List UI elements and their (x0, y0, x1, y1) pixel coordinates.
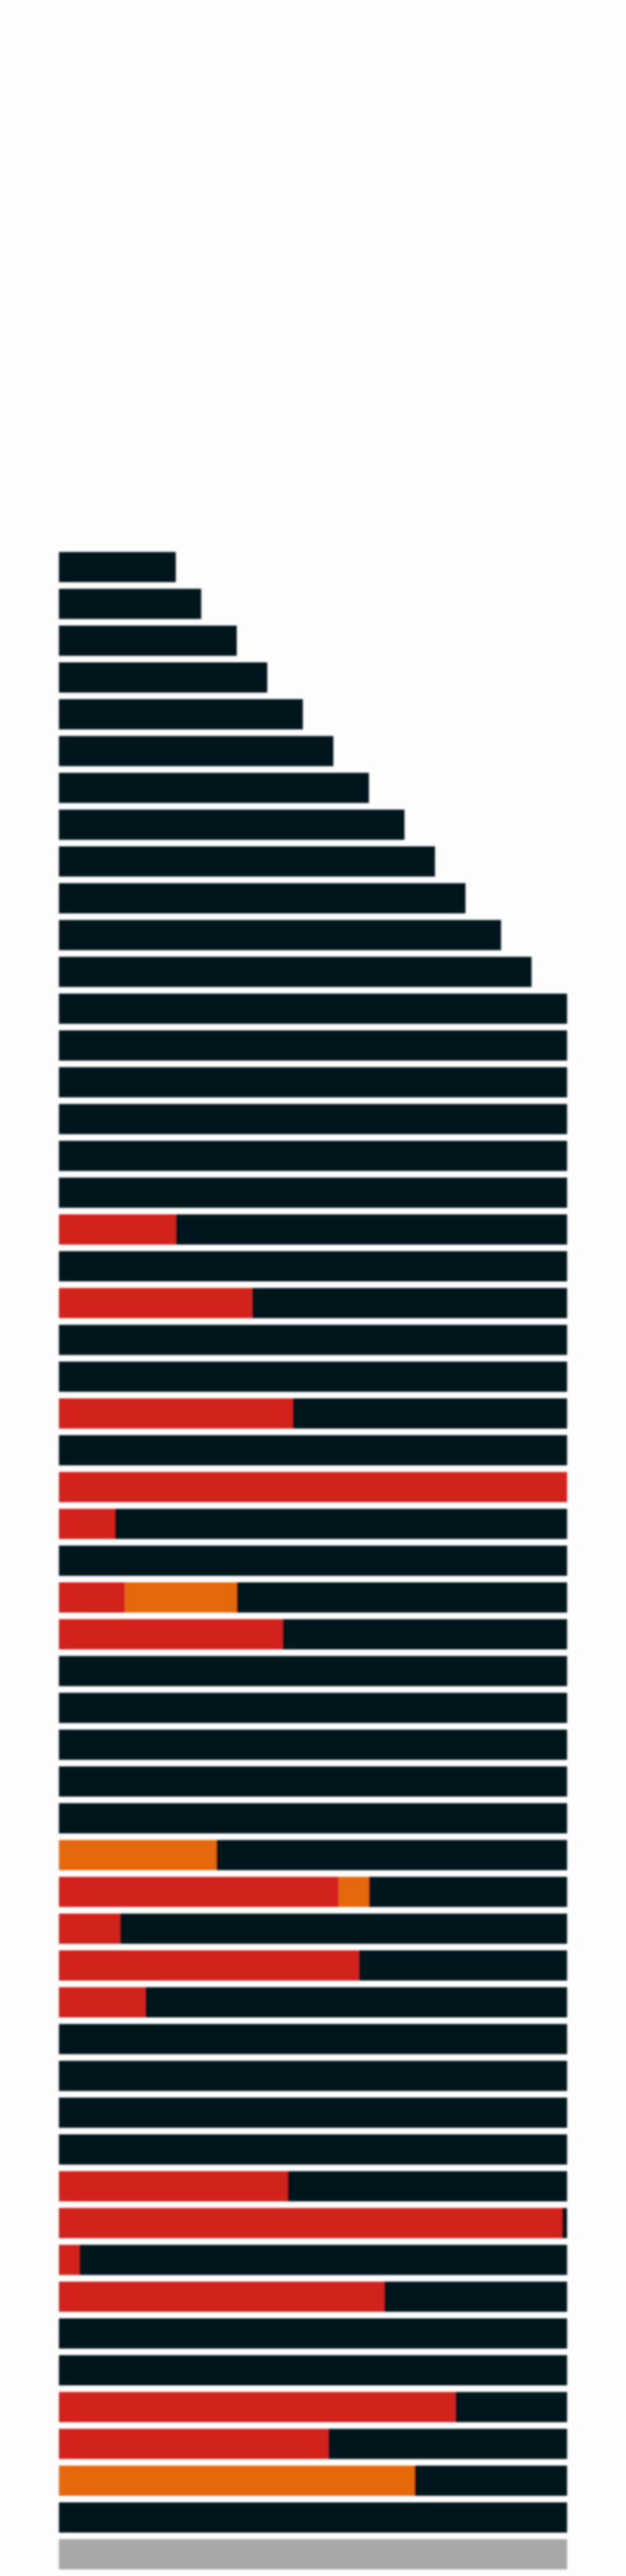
bar-row-9-base-segment (59, 846, 435, 877)
bar-row-44-base-segment (59, 2134, 567, 2165)
bar-row-36-base-segment (216, 1840, 567, 1870)
bar-row-47-red-segment (59, 2245, 80, 2275)
bar-row-7-base-segment (59, 773, 369, 803)
bar-row-42-base-segment (59, 2061, 567, 2091)
bar-row-53-orange-segment (59, 2466, 415, 2496)
bar-row-29-red-segment (59, 1582, 125, 1613)
bar-row-36-orange-segment (59, 1840, 217, 1870)
bar-row-29-orange-segment (124, 1582, 237, 1613)
bar-row-54-base-segment (59, 2502, 567, 2533)
bar-row-33-base-segment (59, 1730, 567, 1760)
bar-row-5-base-segment (59, 699, 303, 729)
bar-row-27-base-segment (114, 1509, 567, 1539)
bar-row-34-base-segment (59, 1766, 567, 1797)
bar-row-43-base-segment (59, 2098, 567, 2128)
bar-row-37-red-segment (59, 1877, 339, 1907)
bar-row-37-base-segment (368, 1877, 567, 1907)
bar-row-22-base-segment (59, 1325, 567, 1355)
bar-row-27-red-segment (59, 1509, 115, 1539)
bar-row-50-base-segment (59, 2355, 567, 2385)
bar-row-12-base-segment (59, 957, 532, 987)
bar-row-30-base-segment (282, 1619, 567, 1649)
bar-row-18-base-segment (59, 1178, 567, 1208)
bar-row-48-red-segment (59, 2282, 384, 2312)
bar-row-19-base-segment (175, 1214, 567, 1245)
bar-row-52-base-segment (328, 2429, 567, 2459)
bar-row-19-red-segment (59, 1214, 176, 1245)
bar-row-11-base-segment (59, 920, 502, 950)
bar-row-53-base-segment (415, 2466, 567, 2496)
bar-row-31-base-segment (59, 1656, 567, 1686)
bar-row-49-base-segment (59, 2318, 567, 2349)
bar-row-38-base-segment (119, 1914, 568, 1944)
bar-row-17-base-segment (59, 1141, 567, 1171)
bar-row-46-red-segment (59, 2208, 563, 2238)
bar-row-37-orange-segment (338, 1877, 369, 1907)
bar-row-41-base-segment (59, 2024, 567, 2054)
bar-row-45-red-segment (59, 2171, 288, 2201)
bar-row-38-red-segment (59, 1914, 120, 1944)
bar-row-21-red-segment (59, 1288, 253, 1318)
bar-row-25-base-segment (59, 1435, 567, 1465)
bar-row-24-red-segment (59, 1398, 293, 1429)
bar-row-51-base-segment (455, 2392, 567, 2422)
bar-row-10-base-segment (59, 883, 465, 913)
bar-row-39-red-segment (59, 1950, 359, 1981)
bar-row-23-base-segment (59, 1362, 567, 1392)
bar-row-32-base-segment (59, 1693, 567, 1723)
bar-row-55-grey-segment (59, 2539, 567, 2569)
bar-row-1-base-segment (59, 552, 176, 582)
bar-row-20-base-segment (59, 1251, 567, 1281)
bar-row-45-base-segment (287, 2171, 567, 2201)
bar-row-40-base-segment (145, 1987, 568, 2017)
bar-row-2-base-segment (59, 589, 202, 619)
bar-row-52-red-segment (59, 2429, 328, 2459)
bar-row-47-base-segment (79, 2245, 568, 2275)
bar-row-8-base-segment (59, 810, 405, 840)
bar-row-16-base-segment (59, 1104, 567, 1134)
bar-row-35-base-segment (59, 1803, 567, 1833)
bar-row-3-base-segment (59, 626, 237, 656)
bar-row-6-base-segment (59, 736, 334, 766)
bar-row-26-red-segment (59, 1472, 567, 1502)
bar-row-14-base-segment (59, 1030, 567, 1061)
bar-row-40-red-segment (59, 1987, 146, 2017)
bar-row-51-red-segment (59, 2392, 456, 2422)
bar-row-46-base-segment (562, 2208, 567, 2238)
bar-row-15-base-segment (59, 1067, 567, 1097)
bar-row-28-base-segment (59, 1546, 567, 1576)
bar-row-29-base-segment (236, 1582, 567, 1613)
bar-row-30-red-segment (59, 1619, 283, 1649)
bar-row-39-base-segment (359, 1950, 567, 1981)
bar-row-48-base-segment (384, 2282, 567, 2312)
bars-group (59, 552, 568, 2569)
bar-row-13-base-segment (59, 994, 567, 1024)
bar-row-24-base-segment (292, 1398, 567, 1429)
bar-row-4-base-segment (59, 662, 267, 693)
bar-row-21-base-segment (252, 1288, 567, 1318)
